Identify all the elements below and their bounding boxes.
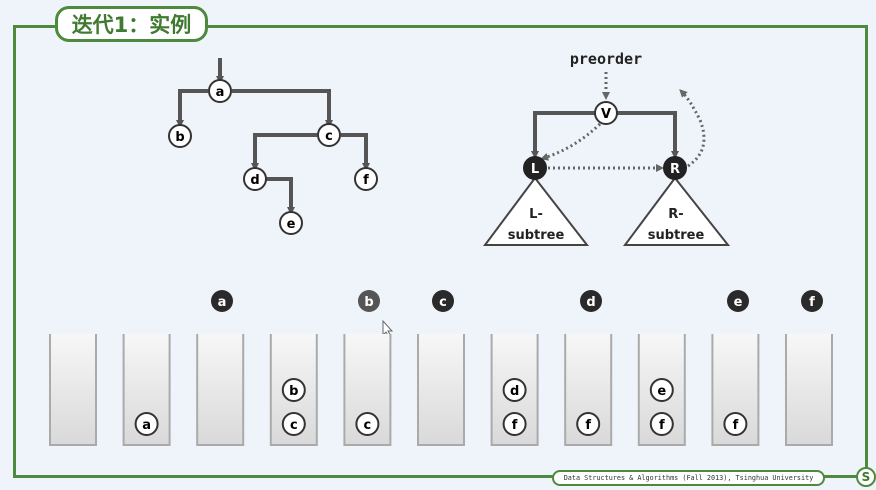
tree-node-e: e bbox=[279, 211, 303, 235]
stack-9: f bbox=[711, 334, 760, 446]
svg-text:d: d bbox=[586, 295, 595, 310]
preorder-label: preorder bbox=[570, 50, 642, 68]
stack-1-item-a: a bbox=[134, 412, 159, 436]
left-subtree-label-2: subtree bbox=[508, 228, 565, 243]
svg-text:f: f bbox=[512, 418, 518, 433]
stack-4-item-c: c bbox=[355, 412, 380, 436]
svg-text:c: c bbox=[364, 418, 372, 433]
example-tree-edges bbox=[176, 58, 370, 215]
svg-text:d: d bbox=[510, 384, 519, 399]
footer-credit: Data Structures & Algorithms (Fall 2013)… bbox=[552, 470, 825, 486]
example-tree-nodes: a b c d e f bbox=[168, 79, 378, 235]
stack-10 bbox=[785, 334, 833, 446]
visit-node-e: e bbox=[727, 290, 749, 312]
visit-node-a: a bbox=[211, 290, 233, 312]
left-subtree-triangle bbox=[483, 176, 590, 246]
tree-node-c: c bbox=[317, 123, 341, 147]
svg-text:f: f bbox=[809, 295, 815, 310]
logo-icon: S bbox=[856, 467, 876, 487]
stack-9-item-f: f bbox=[723, 412, 748, 436]
visit-node-d: d bbox=[580, 290, 602, 312]
svg-text:c: c bbox=[439, 295, 447, 310]
preorder-schema: preorder L- subtree R- subtree V bbox=[483, 50, 731, 246]
schema-node-l: L bbox=[523, 156, 547, 180]
svg-text:f: f bbox=[363, 173, 369, 188]
tree-node-f: f bbox=[354, 167, 378, 191]
svg-text:f: f bbox=[659, 418, 665, 433]
stack-8-item-e: e bbox=[649, 378, 674, 402]
svg-text:b: b bbox=[364, 295, 373, 310]
svg-text:e: e bbox=[287, 217, 296, 232]
stack-6-item-f: f bbox=[502, 412, 527, 436]
stack-4: c bbox=[343, 334, 392, 446]
left-subtree-label-1: L- bbox=[529, 207, 543, 222]
svg-text:a: a bbox=[216, 85, 225, 100]
stack-0 bbox=[49, 334, 97, 446]
tree-node-a: a bbox=[208, 79, 232, 103]
svg-text:f: f bbox=[733, 418, 739, 433]
right-subtree-label-2: subtree bbox=[648, 228, 705, 243]
slide-frame bbox=[13, 25, 868, 478]
visit-node-b: b bbox=[358, 290, 380, 312]
visit-node-f: f bbox=[801, 290, 823, 312]
stack-6: fd bbox=[490, 334, 539, 446]
stack-3: cb bbox=[269, 334, 318, 446]
stack-7: f bbox=[564, 334, 613, 446]
stack-7-item-f: f bbox=[576, 412, 601, 436]
svg-text:b: b bbox=[175, 130, 184, 145]
svg-text:c: c bbox=[325, 129, 333, 144]
svg-text:d: d bbox=[250, 173, 259, 188]
stack-8-item-f: f bbox=[649, 412, 674, 436]
svg-text:R: R bbox=[670, 162, 680, 177]
svg-text:e: e bbox=[657, 384, 666, 399]
svg-text:e: e bbox=[734, 295, 743, 310]
tree-node-b: b bbox=[168, 124, 192, 148]
right-subtree-label-1: R- bbox=[668, 207, 683, 222]
svg-text:f: f bbox=[585, 418, 591, 433]
visit-sequence: a b c d e f bbox=[211, 290, 823, 312]
svg-text:V: V bbox=[601, 107, 611, 122]
svg-text:L: L bbox=[531, 162, 539, 177]
right-subtree-triangle bbox=[623, 176, 731, 246]
svg-text:b: b bbox=[289, 384, 298, 399]
tree-node-d: d bbox=[243, 167, 267, 191]
visit-node-c: c bbox=[432, 290, 454, 312]
stack-6-item-d: d bbox=[502, 378, 527, 402]
stack-2 bbox=[196, 334, 245, 446]
stack-8: fe bbox=[637, 334, 686, 446]
svg-text:a: a bbox=[142, 418, 151, 433]
svg-text:c: c bbox=[290, 418, 298, 433]
schema-node-v: V bbox=[594, 101, 618, 125]
stack-1: a bbox=[122, 334, 171, 446]
stack-3-item-b: b bbox=[281, 378, 306, 402]
stack-5 bbox=[417, 334, 465, 446]
slide-title: 迭代1：实例 bbox=[55, 6, 208, 42]
schema-node-r: R bbox=[663, 156, 687, 180]
svg-text:a: a bbox=[218, 295, 227, 310]
stack-3-item-c: c bbox=[281, 412, 306, 436]
stack-snapshots: a cbc fdf fef bbox=[49, 334, 833, 446]
